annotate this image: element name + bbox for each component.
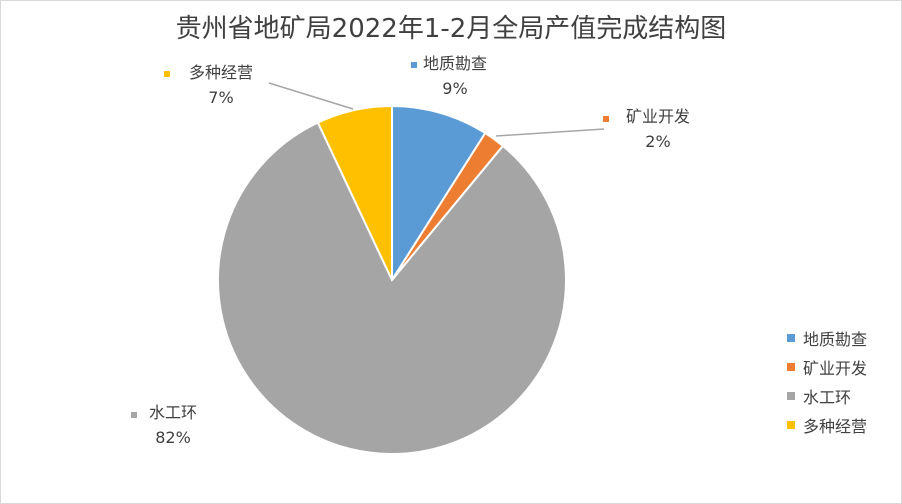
legend-swatch xyxy=(787,333,795,342)
slice-diversified-business xyxy=(316,104,393,281)
legend-item: 水工环 xyxy=(787,381,897,410)
data-label-value: 9% xyxy=(442,79,467,98)
data-label-marker xyxy=(131,412,137,418)
data-label-category: 水工环 xyxy=(149,403,197,422)
slice-geological-survey xyxy=(391,104,487,284)
legend: 地质勘查矿业开发水工环多种经营 xyxy=(787,323,897,439)
data-label-category: 矿业开发 xyxy=(626,107,690,126)
leader-line xyxy=(268,82,354,110)
chart-title: 贵州省地矿局2022年1-2月全局产值完成结构图 xyxy=(175,14,727,44)
legend-swatch xyxy=(787,362,795,371)
legend-item: 多种经营 xyxy=(787,410,897,439)
data-label-value: 2% xyxy=(645,132,670,151)
legend-swatch xyxy=(787,420,795,429)
data-label-category: 地质勘查 xyxy=(423,54,487,73)
legend-label: 水工环 xyxy=(803,387,852,407)
leader-line xyxy=(495,128,605,137)
data-label-value: 82% xyxy=(155,428,191,447)
legend-swatch xyxy=(787,391,795,400)
slice-hydro-engineering-environment xyxy=(216,121,567,455)
data-label-marker xyxy=(411,62,417,68)
legend-label: 地质勘查 xyxy=(803,329,868,349)
data-label-category: 多种经营 xyxy=(189,63,253,82)
data-label-value: 7% xyxy=(208,88,233,107)
data-label-marker xyxy=(164,71,170,77)
legend-item: 矿业开发 xyxy=(787,352,897,381)
data-label-marker xyxy=(603,116,609,122)
legend-label: 矿业开发 xyxy=(803,358,868,378)
legend-label: 多种经营 xyxy=(803,416,868,436)
legend-item: 地质勘查 xyxy=(787,323,897,352)
